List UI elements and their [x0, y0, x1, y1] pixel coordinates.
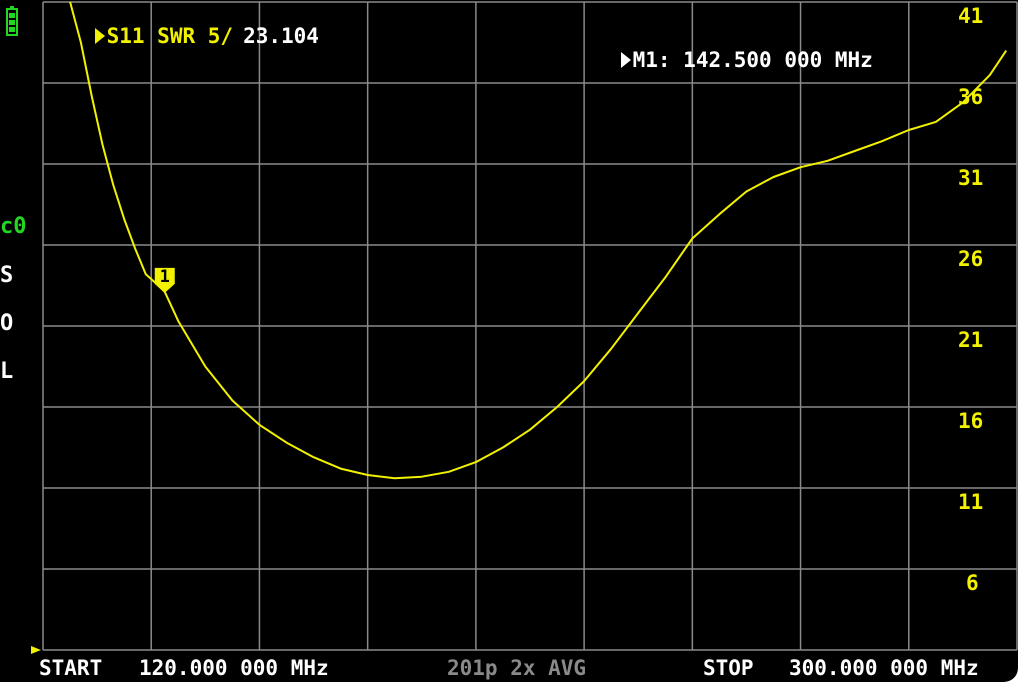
swr-trace: [69, 1, 1008, 480]
y-tick-label: 6: [966, 571, 979, 595]
marker-number: 1: [160, 267, 170, 287]
marker-layer: 1: [154, 267, 175, 293]
y-tick-label: 26: [958, 247, 984, 271]
active-marker-icon: [620, 52, 631, 68]
battery-icon: [6, 6, 18, 36]
trace-value: 23.104: [243, 24, 319, 48]
stop-frequency[interactable]: 300.000 000 MHz: [789, 656, 979, 680]
trace-format: SWR: [157, 24, 196, 48]
y-tick-label: 16: [958, 409, 984, 433]
marker-1[interactable]: 1: [154, 267, 175, 293]
active-trace-icon: [94, 28, 105, 44]
y-tick-label: 41: [958, 4, 984, 28]
marker-readout-frequency: 142.500 000 MHz: [683, 48, 873, 72]
y-tick-label: 31: [958, 166, 984, 190]
trace-channel: S11: [106, 24, 145, 48]
calibration-step-open: O: [0, 311, 14, 336]
marker-readout-label: M1:: [632, 48, 671, 72]
trace-scale: 5/: [207, 24, 234, 48]
y-tick-label: 11: [958, 490, 984, 514]
marker-flag-icon: [154, 267, 175, 293]
reference-level-icon: [31, 646, 41, 654]
calibration-step-short: S: [0, 263, 14, 288]
stop-label[interactable]: STOP: [703, 656, 754, 680]
marker-readout[interactable]: M1: 142.500 000 MHz: [570, 29, 873, 92]
calibration-label[interactable]: c0: [0, 214, 27, 239]
y-tick-label: 21: [958, 328, 984, 352]
start-label[interactable]: START: [39, 656, 103, 680]
start-frequency[interactable]: 120.000 000 MHz: [139, 656, 329, 680]
plot-grid: [42, 1, 1018, 651]
y-tick-label: 36: [958, 85, 984, 109]
sweep-info: 201p 2x AVG: [447, 656, 587, 680]
calibration-steps: S O L: [0, 236, 53, 412]
calibration-step-load: L: [0, 359, 14, 384]
swr-trace-layer: [31, 1, 1008, 654]
trace-header[interactable]: S11 SWR 5/23.104: [44, 5, 319, 68]
